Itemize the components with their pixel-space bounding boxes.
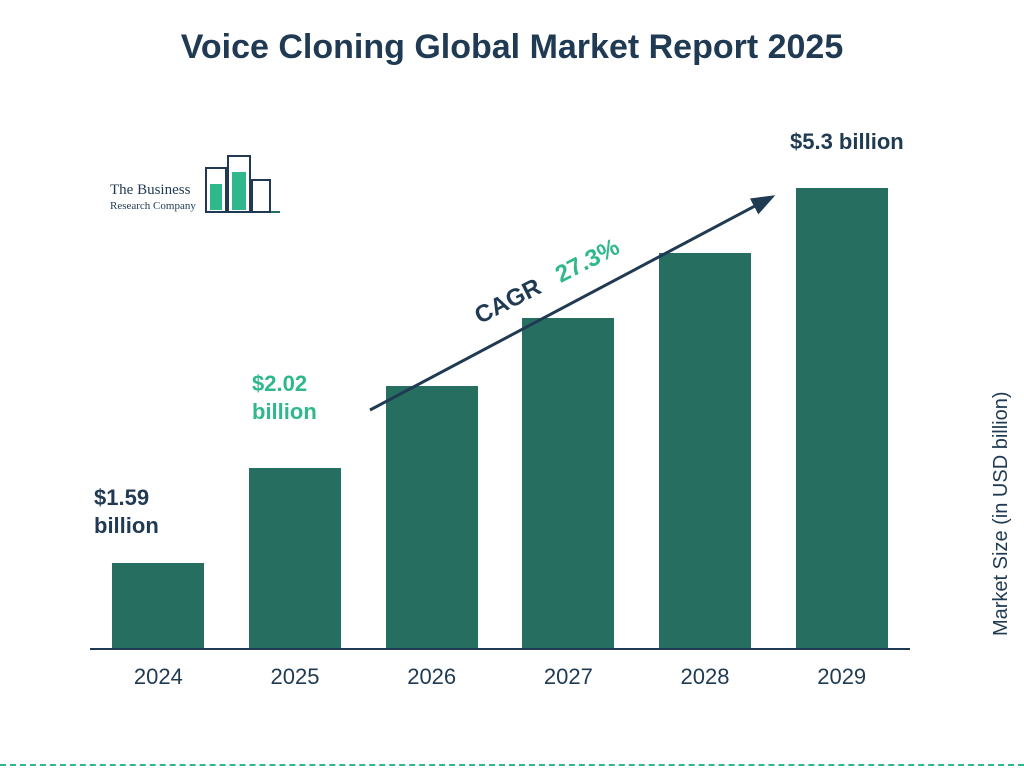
bar-2025 [249,468,341,648]
bar-2028 [659,253,751,648]
bar-2027 [522,318,614,648]
page-title: Voice Cloning Global Market Report 2025 [0,0,1024,67]
bar-2024 [112,563,204,648]
value-label: $2.02billion [252,370,317,425]
xlabel: 2025 [227,664,364,690]
bar-chart: 2024 2025 2026 2027 2028 2029 [90,120,910,690]
bar-2026 [386,386,478,648]
x-axis-line [90,648,910,650]
xlabel: 2028 [637,664,774,690]
xlabel: 2026 [363,664,500,690]
x-axis-labels: 2024 2025 2026 2027 2028 2029 [90,664,910,690]
bottom-dashed-border [0,764,1024,766]
bars-container [90,158,910,648]
bar-2029 [796,188,888,648]
xlabel: 2024 [90,664,227,690]
xlabel: 2029 [773,664,910,690]
value-label: $1.59billion [94,484,159,539]
y-axis-label: Market Size (in USD billion) [991,392,1014,637]
xlabel: 2027 [500,664,637,690]
value-label: $5.3 billion [790,128,904,156]
